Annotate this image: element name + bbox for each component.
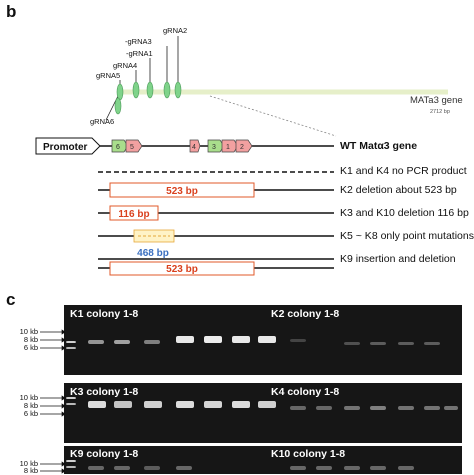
gel-band [370, 466, 386, 470]
exon-label: 4 [192, 144, 196, 151]
deletion-box-k9 [109, 261, 255, 276]
gel-band [290, 339, 306, 342]
gel-band [114, 340, 130, 344]
gel-band [398, 466, 414, 470]
exon-label: 6 [116, 144, 120, 151]
gel-band [204, 336, 222, 343]
gel-image-1: K1 colony 1-8 K2 colony 1-8 [64, 305, 462, 375]
ladder-10kb-3: 10 kb [19, 459, 38, 468]
gel-band [144, 340, 160, 344]
ladder-arrows [40, 329, 66, 474]
gel-band [66, 397, 76, 399]
ladder-8kb-1: 8 kb [23, 335, 38, 344]
gel-band [66, 403, 76, 405]
gel-band [370, 406, 386, 410]
grna-label-1: -gRNA1 [126, 49, 153, 58]
exons [111, 139, 253, 153]
ladder-10kb-1: 10 kb [19, 327, 38, 336]
gel-band [232, 336, 250, 343]
exon-label: 2 [240, 144, 244, 151]
gel-band [232, 401, 250, 408]
gel-band [114, 466, 130, 470]
ladder-6kb-1: 6 kb [23, 343, 38, 352]
gel-band [88, 401, 106, 408]
gel-2-right-title: K4 colony 1-8 [271, 386, 340, 398]
ladder-10kb-2: 10 kb [19, 393, 38, 402]
grna-labels: gRNA2 -gRNA3 -gRNA1 gRNA4 gRNA5 gRNA6 [90, 26, 187, 126]
gel-1-right-title: K2 colony 1-8 [271, 308, 340, 320]
gel-band [344, 466, 360, 470]
gel-1-bands [66, 336, 440, 349]
gel-band [88, 340, 104, 344]
grna-markers [114, 81, 182, 115]
grna-label-5: gRNA5 [96, 71, 120, 80]
gel-band [66, 341, 76, 343]
promoter-arrow [35, 137, 101, 155]
gel-band [66, 460, 76, 462]
deletion-box-k3 [109, 205, 159, 221]
gel-band [88, 466, 104, 470]
gel-band [144, 401, 162, 408]
gel-band [398, 406, 414, 410]
ladder-6kb-2: 6 kb [23, 409, 38, 418]
gel-band [424, 406, 440, 410]
row-label-4: K5 ~ K8 only point mutations [340, 230, 474, 242]
gel-band [114, 401, 132, 408]
gel-band [290, 466, 306, 470]
row-label-2: K2 deletion about 523 bp [340, 184, 457, 196]
row-label-1: K1 and K4 no PCR product [340, 165, 467, 177]
gel-band [316, 466, 332, 470]
gel-band [176, 336, 194, 343]
box-label-k3: 116 bp [118, 209, 149, 220]
gene-diagram: gRNA2 -gRNA3 -gRNA1 gRNA4 gRNA5 gRNA6 MA… [35, 26, 463, 276]
gel-band [316, 406, 332, 410]
gel-band [424, 342, 440, 345]
row-label-5: K9 insertion and deletion [340, 253, 456, 265]
box-label-k9-above: 468 bp [137, 248, 169, 259]
panel-c-letter: c [6, 290, 16, 309]
grna-label-6: gRNA6 [90, 117, 114, 126]
gel-1-left-title: K1 colony 1-8 [70, 308, 139, 320]
exon-label: 5 [130, 144, 134, 151]
gel-band [444, 406, 458, 410]
row-label-3: K3 and K10 deletion 116 bp [340, 207, 469, 219]
gel-image-3: K9 colony 1-8 K10 colony 1-8 [64, 446, 462, 474]
promoter-label: Promoter [43, 142, 88, 153]
gel-3-right-title: K10 colony 1-8 [271, 448, 346, 460]
exon-label: 3 [212, 144, 216, 151]
gene-name: MATa3 gene [410, 95, 463, 106]
box-label-k2: 523 bp [166, 186, 198, 197]
gene-size: 2712 bp [430, 109, 450, 115]
gel-band [176, 401, 194, 408]
exon-labels: 6 5 4 3 1 2 [116, 144, 244, 151]
wt-label: WT Matα3 gene [340, 140, 418, 152]
gel-band [204, 401, 222, 408]
deletion-box-k2 [109, 182, 255, 198]
gel-2-left-title: K3 colony 1-8 [70, 386, 139, 398]
gel-band [144, 466, 160, 470]
gel-band [258, 336, 276, 343]
gel-band [344, 406, 360, 410]
gel-band [66, 347, 76, 349]
grna-label-4: gRNA4 [113, 61, 137, 70]
gel-band [290, 406, 306, 410]
gel-image-2: K3 colony 1-8 K4 colony 1-8 [64, 383, 462, 443]
gel-band [258, 401, 276, 408]
grna-label-3: -gRNA3 [125, 37, 152, 46]
gel-band [370, 342, 386, 345]
box-label-k9: 523 bp [166, 264, 198, 275]
gel-band [66, 466, 76, 468]
panel-b-letter: b [6, 2, 17, 21]
gel-band [398, 342, 414, 345]
ladder-8kb-3: 8 kb [23, 466, 38, 475]
gel-2-bands [66, 397, 458, 410]
gel-3-left-title: K9 colony 1-8 [70, 448, 139, 460]
gel-3-bands [66, 460, 414, 470]
gel-band [176, 466, 192, 470]
zoom-line [209, 95, 337, 137]
exon-label: 1 [226, 144, 230, 151]
gel-band [344, 342, 360, 345]
grna-label-2: gRNA2 [163, 26, 187, 35]
ladder-8kb-2: 8 kb [23, 401, 38, 410]
